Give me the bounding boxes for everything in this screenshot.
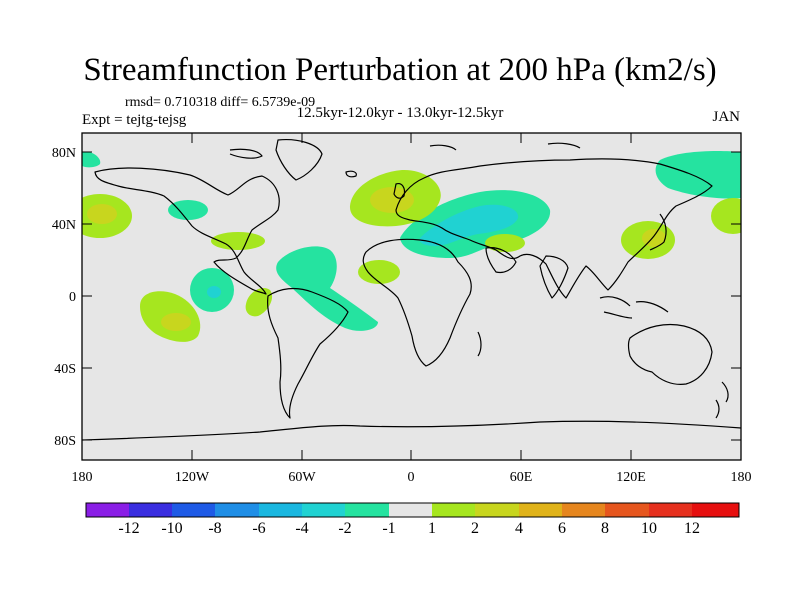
- colorbar-box: [129, 503, 172, 517]
- anomaly-field: [82, 139, 741, 441]
- negative-anomaly-tropical-atlantic: [276, 246, 378, 331]
- colorbar-label: 10: [641, 520, 657, 537]
- lon-label: 60E: [510, 470, 533, 485]
- lon-label: 60W: [288, 470, 316, 485]
- colorbar-box: [389, 503, 432, 517]
- colorbar-box: [302, 503, 345, 517]
- period-label: 12.5kyr-12.0kyr - 13.0kyr-12.5kyr: [296, 105, 504, 121]
- lat-labels: 80N 40N 0 40S 80S: [52, 146, 76, 449]
- colorbar-label: -1: [382, 520, 395, 537]
- coastlines: [82, 139, 741, 441]
- map-title: Streamfunction Perturbation at 200 hPa (…: [83, 52, 717, 88]
- coastline-antarctica: [82, 420, 741, 441]
- colorbar-box: [519, 503, 562, 517]
- lat-label: 40N: [52, 218, 76, 233]
- coastline-southeast-asia-islands: [599, 296, 669, 319]
- coastline-greenland: [275, 139, 323, 181]
- lon-label: 180: [72, 470, 93, 485]
- positive-anomaly-arabia: [485, 234, 525, 252]
- positive-anomaly-south-america: [245, 287, 273, 317]
- colorbar-labels: -12 -10 -8 -6 -4 -2 -1 1 2 4 6 8 10 12: [118, 520, 700, 537]
- colorbar-label: 6: [558, 520, 566, 537]
- coastline-madagascar: [477, 331, 482, 357]
- colorbar-label: -12: [118, 520, 139, 537]
- lon-label: 120E: [616, 470, 646, 485]
- positive-anomaly-west-africa: [358, 260, 400, 284]
- coastline-north-america: [94, 167, 280, 295]
- coastline-iceland: [345, 170, 357, 178]
- lon-label: 0: [408, 470, 415, 485]
- colorbar-label: -2: [338, 520, 351, 537]
- coastline-arctic-islands: [229, 142, 581, 159]
- colorbar-label: 8: [601, 520, 609, 537]
- colorbar-label: 4: [515, 520, 523, 537]
- positive-anomaly-north-pacific-east: [711, 198, 741, 234]
- colorbar-box: [562, 503, 605, 517]
- negative-anomaly-eurasia-core: [419, 204, 519, 246]
- coastline-australia: [627, 323, 713, 385]
- colorbar-box: [259, 503, 302, 517]
- lat-label: 80N: [52, 146, 76, 161]
- coastline-uk: [393, 183, 406, 199]
- negative-anomaly-arctic-pacific: [655, 150, 741, 199]
- lon-label: 180: [731, 470, 752, 485]
- positive-anomaly-europe-core: [370, 187, 414, 213]
- colorbar-box: [649, 503, 692, 517]
- coastline-south-america: [267, 287, 349, 419]
- coastline-africa: [362, 238, 472, 367]
- negative-anomaly-east-pacific-core: [207, 286, 221, 298]
- lon-labels: 180 120W 60W 0 60E 120E 180: [72, 470, 752, 485]
- colorbar-label: -6: [252, 520, 265, 537]
- positive-anomaly-north-pacific-west-core: [87, 204, 117, 224]
- positive-anomaly-south-pacific-core: [161, 313, 191, 331]
- positive-anomaly-japan-core: [642, 229, 666, 247]
- experiment-label: Expt = tejtg-tejsg: [82, 112, 187, 128]
- lon-ticks: [191, 133, 632, 460]
- colorbar-box: [345, 503, 389, 517]
- month-label: JAN: [712, 109, 740, 125]
- positive-anomaly-north-america: [211, 232, 265, 250]
- negative-anomaly-north-atlantic-small: [168, 200, 208, 220]
- lon-label: 120W: [175, 470, 210, 485]
- colorbar-box: [475, 503, 519, 517]
- coastline-new-zealand: [715, 381, 729, 419]
- coastline-japan: [649, 213, 667, 251]
- colorbar-outline: [85, 502, 740, 518]
- lat-label: 80S: [54, 434, 76, 449]
- colorbar-box: [215, 503, 259, 517]
- colorbar-box: [692, 503, 739, 517]
- colorbar-label: -10: [161, 520, 182, 537]
- colorbar-box: [172, 503, 215, 517]
- colorbar-box: [432, 503, 475, 517]
- coastline-eurasia: [395, 158, 713, 299]
- colorbar-box: [86, 503, 129, 517]
- colorbar-label: 1: [428, 520, 436, 537]
- colorbar-label: 12: [684, 520, 700, 537]
- colorbar-label: -8: [208, 520, 221, 537]
- colorbar: [85, 502, 740, 518]
- colorbar-label: 2: [471, 520, 479, 537]
- colorbar-box: [605, 503, 649, 517]
- rmsd-stats: rmsd= 0.710318 diff= 6.5739e-09: [125, 95, 316, 110]
- coastline-arabia: [485, 247, 517, 274]
- colorbar-label: -4: [295, 520, 308, 537]
- lat-ticks: [82, 151, 741, 441]
- coastline-india: [539, 255, 569, 299]
- lat-label: 0: [69, 290, 76, 305]
- lat-label: 40S: [54, 362, 76, 377]
- negative-anomaly-alaska: [82, 151, 101, 168]
